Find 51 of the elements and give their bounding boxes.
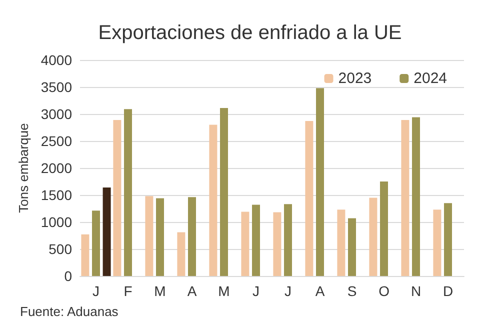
bar bbox=[92, 210, 100, 276]
bar bbox=[369, 198, 378, 276]
bar bbox=[241, 212, 250, 276]
x-tick-label: M bbox=[218, 283, 230, 299]
bar bbox=[145, 196, 154, 276]
x-tick-label: N bbox=[410, 283, 422, 299]
legend-label: 2023 bbox=[338, 70, 372, 87]
x-tick-label: A bbox=[315, 283, 326, 299]
bar bbox=[177, 232, 186, 276]
y-tick-label: 2500 bbox=[40, 133, 72, 149]
bar bbox=[348, 218, 356, 276]
x-tick-label: J bbox=[92, 283, 100, 299]
y-tick-label: 3000 bbox=[40, 106, 72, 122]
bar bbox=[316, 88, 324, 276]
y-tick-label: 3500 bbox=[40, 79, 72, 95]
source-note: Fuente: Aduanas bbox=[20, 304, 119, 319]
x-tick-label: J bbox=[252, 283, 260, 299]
bar bbox=[273, 212, 282, 276]
bar bbox=[433, 210, 442, 276]
y-tick-label: 1000 bbox=[40, 214, 72, 230]
y-tick-label: 4000 bbox=[40, 52, 72, 68]
bar bbox=[444, 203, 452, 276]
x-tick-label: M bbox=[154, 283, 166, 299]
y-tick-label: 500 bbox=[48, 241, 72, 257]
bar bbox=[124, 109, 132, 276]
bar bbox=[156, 198, 164, 276]
bar bbox=[305, 121, 314, 276]
bar bbox=[252, 204, 260, 276]
bar bbox=[220, 108, 228, 276]
x-tick-label: S bbox=[347, 283, 357, 299]
x-tick-label: O bbox=[378, 283, 390, 299]
x-tick-label: D bbox=[442, 283, 454, 299]
bar bbox=[401, 120, 410, 276]
bar bbox=[284, 204, 292, 276]
y-tick-label: 1500 bbox=[40, 187, 72, 203]
x-tick-label: F bbox=[124, 283, 132, 299]
bar bbox=[81, 234, 90, 276]
bar bbox=[412, 117, 420, 276]
bar bbox=[337, 210, 346, 276]
bar bbox=[380, 182, 388, 276]
bar bbox=[188, 197, 196, 276]
x-tick-label: J bbox=[284, 283, 292, 299]
y-axis-title: Tons embarque bbox=[16, 123, 31, 213]
chart-title: Exportaciones de enfriado a la UE bbox=[98, 22, 402, 44]
y-tick-label: 2000 bbox=[40, 160, 72, 176]
bar bbox=[209, 124, 218, 276]
x-tick-label: A bbox=[187, 283, 198, 299]
bar bbox=[113, 120, 122, 276]
bar bbox=[102, 187, 111, 276]
y-tick-label: 0 bbox=[64, 268, 72, 284]
legend-label: 2024 bbox=[414, 70, 448, 87]
